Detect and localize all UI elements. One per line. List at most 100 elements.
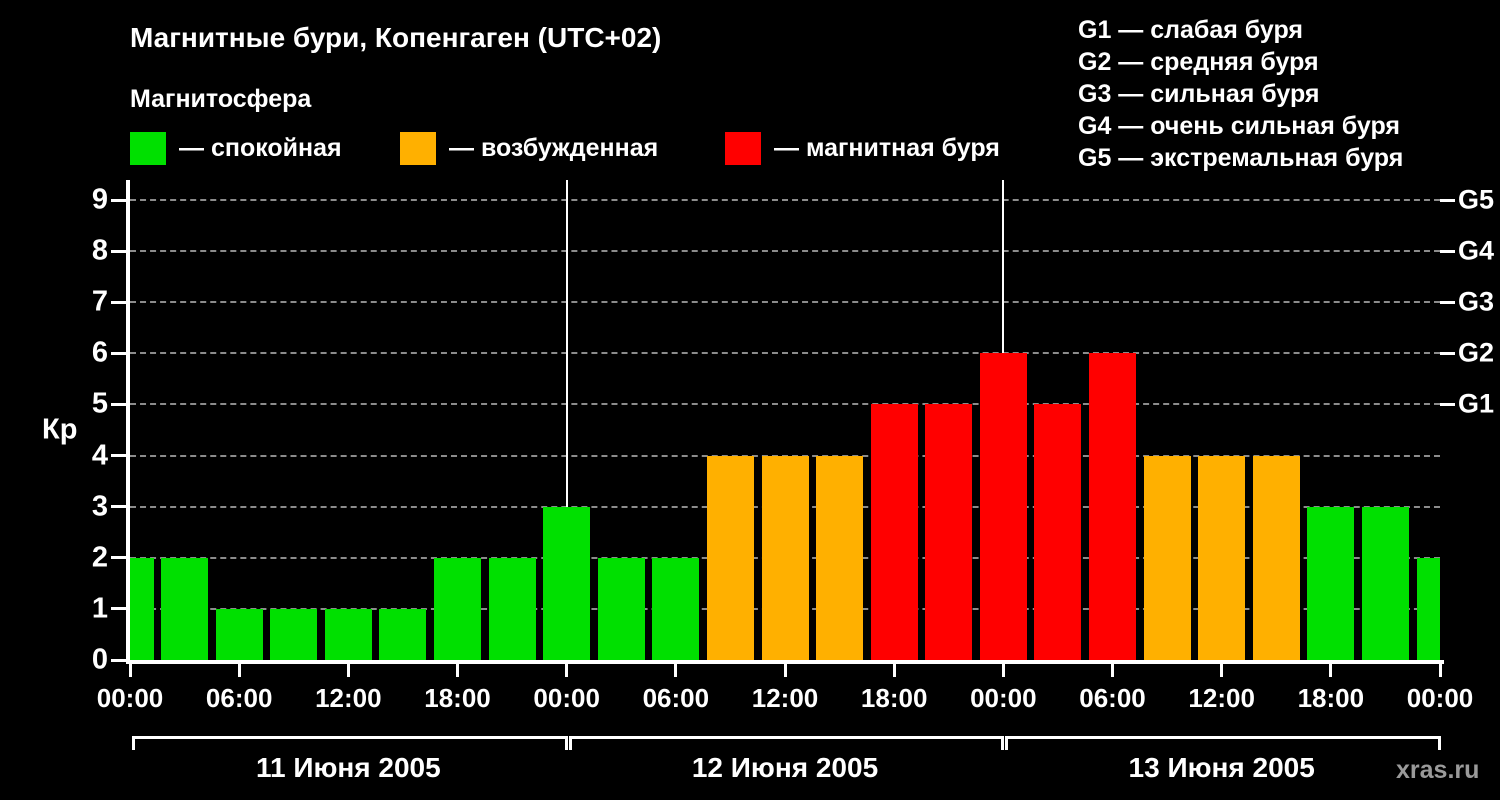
- kp-bar: [1034, 404, 1082, 660]
- kp-bar: [816, 455, 864, 660]
- kp-bar: [543, 506, 591, 660]
- x-tick-label: 18:00: [860, 683, 928, 713]
- y-axis-title: Кр: [42, 413, 78, 446]
- y-tick-mark: [111, 402, 126, 406]
- y-tick-mark: [111, 351, 126, 355]
- kp-bar: [1252, 455, 1300, 660]
- legend-label: — магнитная буря: [774, 134, 1000, 162]
- y-tick-mark: [111, 198, 126, 202]
- kp-bar: [761, 455, 809, 660]
- x-tick-mark: [1438, 664, 1442, 677]
- date-bracket: [132, 736, 568, 750]
- x-tick-label: 00:00: [970, 683, 1037, 713]
- kp-bar: [925, 404, 973, 660]
- y-tick-label-7: 7: [91, 285, 108, 318]
- legend-swatch: [130, 132, 166, 165]
- kp-bar: [215, 608, 263, 660]
- kp-bar: [870, 404, 918, 660]
- right-axis-label-G4: G4: [1458, 235, 1495, 266]
- y-tick-mark: [111, 249, 126, 253]
- kp-bar: [1307, 506, 1355, 660]
- watermark: xras.ru: [1396, 756, 1480, 784]
- date-label: 13 Июня 2005: [1128, 752, 1315, 783]
- kp-bar: [706, 455, 754, 660]
- y-tick-label-5: 5: [91, 387, 108, 420]
- y-tick-label-1: 1: [91, 592, 108, 625]
- legend-swatch: [400, 132, 436, 165]
- gridline-kp-6: [130, 352, 1440, 355]
- right-tick-mark: [1440, 300, 1455, 304]
- kp-bar: [130, 557, 154, 660]
- y-tick-label-4: 4: [91, 439, 108, 472]
- kp-bar-partial: [1416, 557, 1440, 660]
- x-tick-mark: [456, 664, 459, 677]
- chart-title: Магнитные бури, Копенгаген (UTC+02): [130, 22, 662, 53]
- gridline-kp-9: [130, 199, 1440, 201]
- date-bracket: [568, 736, 1005, 750]
- y-tick-label-6: 6: [91, 336, 108, 369]
- x-tick-mark: [237, 664, 241, 677]
- kp-bar: [434, 557, 481, 660]
- gridline-kp-5: [130, 403, 1440, 406]
- x-tick-mark: [892, 664, 896, 677]
- g-scale-line: G4 — очень сильная буря: [1078, 112, 1400, 140]
- g-scale-line: G3 — сильная буря: [1078, 80, 1320, 108]
- y-tick-label-2: 2: [91, 541, 108, 574]
- right-tick-mark: [1440, 402, 1455, 406]
- y-tick-label-9: 9: [91, 183, 108, 216]
- x-tick-mark: [1220, 664, 1224, 677]
- x-tick-mark: [346, 664, 350, 677]
- x-tick-label: 18:00: [424, 683, 491, 713]
- right-tick-mark: [1440, 198, 1455, 202]
- y-axis-line: [126, 180, 130, 664]
- x-tick-mark: [1111, 664, 1114, 677]
- kp-bar: [270, 608, 318, 660]
- x-tick-mark: [565, 664, 569, 677]
- date-label: 11 Июня 2005: [255, 752, 441, 783]
- x-tick-label: 06:00: [1079, 683, 1146, 713]
- kp-bar: [597, 557, 645, 660]
- gridline-kp-7: [130, 301, 1440, 304]
- x-tick-label: 00:00: [96, 683, 164, 713]
- legend-label: — возбужденная: [449, 134, 659, 162]
- x-tick-label: 12:00: [751, 683, 819, 713]
- y-tick-mark: [111, 658, 126, 662]
- right-tick-mark: [1440, 351, 1455, 355]
- x-tick-label: 12:00: [315, 683, 382, 713]
- legend-item: — спокойная: [130, 132, 342, 165]
- kp-bar: [324, 608, 372, 660]
- kp-bar: [652, 557, 700, 660]
- kp-bar: [1198, 455, 1246, 660]
- g-scale-line: G5 — экстремальная буря: [1078, 144, 1404, 172]
- kp-bar: [488, 557, 536, 660]
- g-scale-legend: G1 — слабая буря G2 — средняя буря G3 — си…: [1078, 14, 1403, 174]
- y-tick-mark: [111, 505, 126, 509]
- day-separator: [565, 180, 568, 660]
- y-tick-mark: [111, 607, 126, 611]
- kp-bar: [1143, 455, 1191, 660]
- y-tick-mark: [111, 454, 126, 458]
- gridline-kp-8: [130, 250, 1440, 253]
- right-axis-label-G1: G1: [1458, 388, 1495, 419]
- legend-item: — возбужденная: [400, 132, 658, 165]
- legend-item: — магнитная буря: [725, 132, 1000, 165]
- x-tick-mark: [674, 664, 678, 677]
- x-tick-label: 06:00: [205, 683, 273, 713]
- kp-bar: [1361, 506, 1409, 660]
- y-tick-mark: [111, 556, 126, 560]
- legend-label: — спокойная: [179, 134, 342, 162]
- legend-swatch: [725, 132, 761, 165]
- kp-bar: [979, 353, 1027, 660]
- y-tick-label-0: 0: [91, 643, 108, 676]
- magnetosphere-label: Магнитосфера: [130, 85, 312, 113]
- kp-bar: [379, 608, 427, 660]
- x-tick-label: 06:00: [642, 683, 710, 713]
- x-tick-label: 00:00: [1406, 683, 1474, 713]
- y-tick-label-8: 8: [91, 234, 108, 267]
- date-bracket: [1005, 736, 1441, 750]
- y-tick-label-3: 3: [91, 490, 108, 523]
- kp-bar: [161, 557, 209, 660]
- x-tick-mark: [128, 664, 132, 677]
- right-axis-label-G3: G3: [1458, 286, 1495, 317]
- plot-area: [130, 180, 1440, 660]
